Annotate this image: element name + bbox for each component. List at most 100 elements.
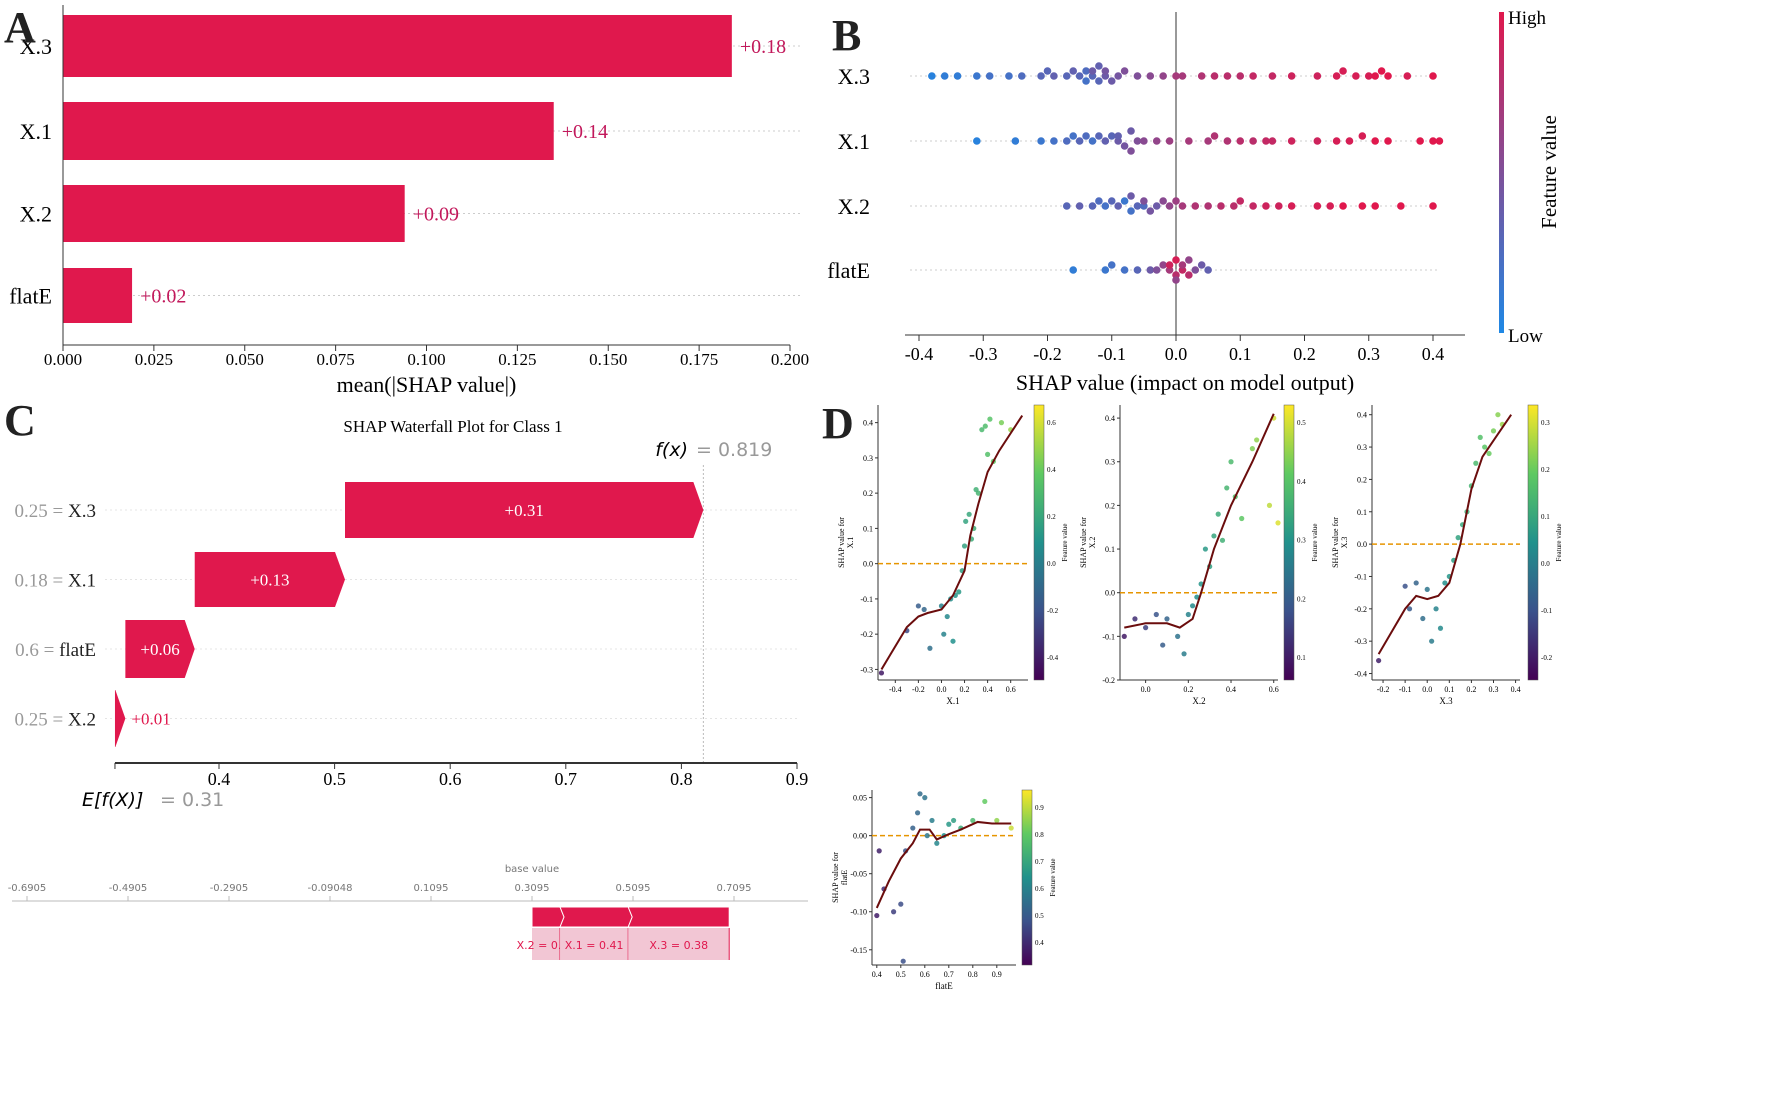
force-tick-label: -0.6905	[8, 883, 47, 894]
dependence-point	[985, 451, 991, 457]
x-axis-label: mean(|SHAP value|)	[337, 372, 517, 397]
feature-name: X.2	[68, 710, 96, 731]
x-tick-label: 0.4	[1422, 344, 1445, 364]
x-tick-label: 0.5	[323, 769, 346, 789]
dependence-point	[1413, 580, 1419, 586]
x-tick-label: 0.2	[960, 685, 970, 694]
dependence-point	[1249, 446, 1255, 452]
category-label: X.1	[838, 129, 870, 154]
x-tick-label: 0.5	[896, 970, 906, 979]
shap-point	[1313, 72, 1322, 80]
colorbar-tick: 0.6	[1047, 419, 1056, 427]
shap-point	[1152, 266, 1161, 274]
data-label: +0.01	[131, 710, 170, 729]
shap-point	[1082, 132, 1090, 140]
shap-point	[1197, 72, 1206, 80]
shap-point	[1230, 202, 1238, 210]
colorbar-tick: -0.2	[1047, 607, 1059, 615]
dependence-point	[1202, 546, 1209, 552]
shap-point	[1352, 72, 1360, 80]
data-label: +0.13	[250, 571, 289, 590]
force-label-bg	[532, 928, 561, 960]
y-tick-label: 0.0	[863, 560, 873, 569]
x-tick-label: -0.2	[1033, 344, 1062, 364]
x-tick-label: 0.6	[1269, 685, 1279, 694]
shap-point	[1326, 202, 1334, 210]
shap-point	[1165, 202, 1174, 210]
dependence-point	[1406, 606, 1413, 612]
colorbar-tick: 0.1	[1541, 513, 1550, 521]
shap-point	[1152, 137, 1161, 145]
shap-point	[1043, 67, 1052, 75]
dependence-point	[998, 420, 1005, 426]
colorbar-tick: 0.5	[1297, 419, 1306, 427]
dependence-point	[1008, 825, 1014, 831]
shap-point	[1069, 132, 1077, 140]
y-tick-label: 0.2	[1105, 501, 1115, 510]
x-axis-label: X.3	[1439, 696, 1453, 706]
x-tick-label: 0.4	[1511, 685, 1521, 694]
force-tick-label: -0.4905	[109, 883, 148, 894]
y-axis-label-line: SHAP value for	[831, 852, 840, 903]
category-label: flatE	[9, 284, 52, 309]
colorbar-tick: 0.2	[1047, 513, 1056, 521]
shap-point	[1069, 67, 1077, 75]
shap-point	[1165, 137, 1174, 145]
shap-point	[1332, 137, 1341, 145]
force-tick-label: 0.1095	[414, 883, 449, 894]
colorbar-tick: 0.9	[1035, 804, 1044, 812]
dependence-point	[1143, 625, 1149, 631]
colorbar-label: Feature value	[1311, 524, 1319, 562]
shap-point	[1107, 77, 1116, 85]
feature-value: 0.25 =	[15, 710, 68, 731]
shap-point	[1384, 137, 1392, 145]
shap-point	[1384, 72, 1392, 80]
shap-point	[1268, 137, 1277, 145]
colorbar	[1033, 404, 1045, 681]
dependence-point	[910, 825, 916, 831]
shap-point	[1127, 147, 1135, 155]
colorbar-label: Feature value	[1049, 859, 1057, 897]
trend-curve	[875, 820, 1012, 909]
dependence-point	[1254, 437, 1260, 443]
shap-point	[1313, 137, 1322, 145]
shap-point	[1397, 202, 1405, 210]
dependence-point	[1194, 594, 1200, 600]
dependence-point	[1239, 515, 1245, 522]
colorbar-tick: 0.1	[1297, 654, 1306, 662]
shap-point	[1114, 132, 1122, 140]
shap-point	[1120, 142, 1129, 150]
dependence-point	[917, 791, 923, 797]
colorbar-tick: 0.4	[1047, 466, 1056, 474]
x-tick-label: 0.0	[1141, 685, 1151, 694]
x-tick-label: 0.1	[1444, 685, 1454, 694]
panel-label-c: C	[4, 396, 36, 445]
dependence-point	[1160, 642, 1166, 648]
shap-point	[1403, 72, 1412, 80]
data-label: +0.31	[505, 501, 544, 520]
shap-point	[1165, 261, 1174, 269]
dependence-point	[975, 490, 981, 496]
dependence-point	[1121, 633, 1127, 639]
dependence-point	[951, 817, 957, 824]
y-tick-label: 0.1	[1357, 508, 1367, 517]
dependence-point	[946, 821, 952, 827]
shap-point	[1120, 266, 1129, 274]
shap-point	[1287, 202, 1296, 210]
shap-point	[1223, 137, 1232, 145]
y-tick-label: -0.4	[1354, 670, 1367, 679]
shap-point	[1140, 197, 1148, 205]
waterfall-bar-flatE	[125, 620, 195, 678]
shap-point	[1095, 62, 1103, 70]
dependence-point	[924, 833, 930, 839]
x-tick-label: 0.4	[872, 970, 882, 979]
y-tick-label: -0.3	[1354, 637, 1367, 646]
fx-value: = 0.819	[696, 439, 772, 461]
dependence-point	[982, 798, 988, 805]
data-label: +0.14	[562, 121, 608, 143]
shap-point	[1120, 197, 1129, 205]
force-label: X.1 = 0.41	[565, 939, 624, 952]
panel-label-b: B	[832, 11, 862, 60]
shap-point	[1114, 202, 1122, 210]
trend-curve	[1377, 414, 1512, 655]
